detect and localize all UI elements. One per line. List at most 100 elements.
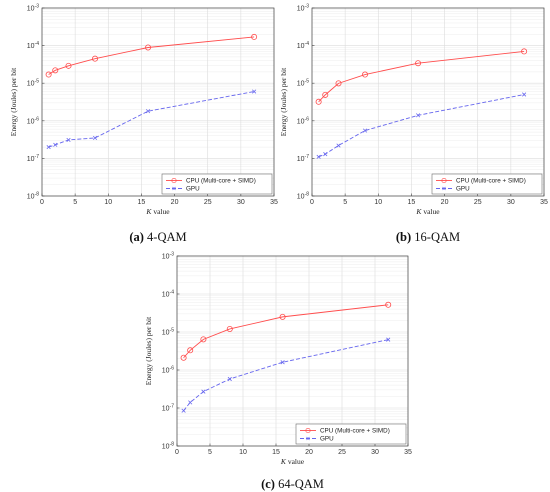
plot-frame xyxy=(41,7,275,197)
data-point-cpu xyxy=(521,48,528,55)
x-tick-label: 35 xyxy=(404,449,412,456)
data-point-cpu xyxy=(65,62,72,69)
x-marker-stroke xyxy=(362,128,368,133)
x-axis-label: K value xyxy=(280,457,305,466)
data-point-gpu xyxy=(181,408,186,413)
data-point-cpu xyxy=(145,44,152,51)
legend-marker xyxy=(306,436,310,441)
data-point-cpu xyxy=(362,71,369,78)
x-marker-stroke xyxy=(46,144,51,150)
data-point-cpu xyxy=(92,55,99,62)
legend: CPU (Multi-core + SIMD)GPU xyxy=(161,173,273,195)
y-tick-label: 10-5 xyxy=(27,79,39,88)
series-line-gpu xyxy=(318,94,525,158)
x-tick-label: 0 xyxy=(175,449,179,456)
x-tick-label: 30 xyxy=(237,199,245,206)
x-tick-label: 0 xyxy=(310,199,314,206)
x-tick-label: 20 xyxy=(171,199,179,206)
subfigure-caption: (a) 4-QAM xyxy=(129,230,186,244)
data-point-gpu xyxy=(336,143,341,148)
plot-area xyxy=(42,8,274,196)
plot-area xyxy=(177,256,408,446)
y-tick-label: 10-5 xyxy=(297,79,309,88)
data-point-cpu xyxy=(315,98,322,105)
plot-frame xyxy=(311,7,545,197)
x-marker-stroke xyxy=(227,376,232,382)
x-marker-stroke xyxy=(415,113,421,118)
x-marker-stroke xyxy=(145,109,151,114)
y-tick-label: 10-4 xyxy=(162,290,174,299)
data-point-cpu xyxy=(52,67,59,74)
plot-area xyxy=(312,8,544,196)
x-marker-stroke xyxy=(252,89,257,94)
legend-box xyxy=(295,423,407,445)
data-point-gpu xyxy=(201,389,206,394)
x-tick-label: 5 xyxy=(343,199,347,206)
y-axis-label: Energy (Joules) per bit xyxy=(9,67,18,136)
data-point-cpu xyxy=(200,336,207,343)
y-tick-label: 10-4 xyxy=(27,41,39,50)
y-tick-label: 10-3 xyxy=(162,252,174,261)
x-tick-label: 30 xyxy=(371,449,379,456)
x-marker-stroke xyxy=(201,389,206,394)
y-tick-label: 10-3 xyxy=(27,4,39,13)
x-tick-label: 25 xyxy=(474,199,482,206)
subfigure-caption: (c) 64-QAM xyxy=(261,477,324,491)
legend-label: GPU xyxy=(456,186,470,193)
y-tick-label: 10-7 xyxy=(27,154,39,163)
data-point-cpu xyxy=(415,60,422,67)
x-tick-label: 30 xyxy=(507,199,515,206)
x-marker-stroke xyxy=(92,135,98,141)
data-point-gpu xyxy=(362,128,368,133)
x-tick-label: 15 xyxy=(408,199,416,206)
y-tick-label: 10-6 xyxy=(297,116,309,125)
y-tick-label: 10-8 xyxy=(27,192,39,201)
legend-label: GPU xyxy=(320,436,334,443)
x-marker-stroke xyxy=(386,337,391,342)
data-point-gpu xyxy=(316,154,321,159)
data-point-gpu xyxy=(188,400,193,405)
y-tick-label: 10-3 xyxy=(297,4,309,13)
x-tick-label: 20 xyxy=(305,449,313,456)
legend-label: CPU (Multi-core + SIMD) xyxy=(456,178,526,185)
legend-box xyxy=(431,173,543,195)
x-marker-stroke xyxy=(188,400,193,405)
x-tick-label: 15 xyxy=(272,449,280,456)
data-point-cpu xyxy=(279,313,286,320)
plot-frame xyxy=(176,255,409,447)
legend-label: GPU xyxy=(186,186,200,193)
data-point-cpu xyxy=(187,347,194,354)
data-point-gpu xyxy=(415,113,421,118)
chart-panel-3: 0 5 10 15 20 25 30 35 10-8 10-7 10-6 10-5 10-4 10-3 K … xyxy=(144,252,412,467)
series-line-cpu xyxy=(318,50,525,103)
data-point-cpu xyxy=(322,91,329,98)
legend-label: CPU (Multi-core + SIMD) xyxy=(320,428,390,435)
data-point-gpu xyxy=(386,337,391,342)
data-point-gpu xyxy=(46,144,51,150)
subfigure-caption: (b) 16-QAM xyxy=(396,230,460,244)
x-tick-label: 10 xyxy=(239,449,247,456)
series-line-cpu xyxy=(48,36,255,75)
x-marker-stroke xyxy=(280,360,285,365)
y-tick-label: 10-7 xyxy=(297,154,309,163)
legend-label: CPU (Multi-core + SIMD) xyxy=(186,178,256,185)
x-marker-stroke xyxy=(181,408,186,413)
chart-panel-2: 0 5 10 15 20 25 30 35 10-8 10-7 10-6 10-5 10-4 10-3 K … xyxy=(279,4,548,217)
data-point-gpu xyxy=(53,142,58,147)
data-point-gpu xyxy=(280,360,285,365)
x-tick-label: 10 xyxy=(104,199,112,206)
x-marker-stroke xyxy=(336,143,341,148)
x-axis-label: K value xyxy=(415,207,440,216)
y-tick-label: 10-6 xyxy=(27,116,39,125)
x-tick-label: 35 xyxy=(540,199,548,206)
x-tick-label: 15 xyxy=(138,199,146,206)
legend-marker xyxy=(441,177,447,184)
data-point-gpu xyxy=(145,109,151,114)
x-axis-label: K value xyxy=(145,207,170,216)
data-point-cpu xyxy=(45,71,52,78)
y-tick-label: 10-5 xyxy=(162,328,174,337)
data-point-cpu xyxy=(180,354,187,361)
data-point-cpu xyxy=(385,301,392,308)
data-point-cpu xyxy=(335,80,342,87)
legend-marker xyxy=(171,177,177,184)
